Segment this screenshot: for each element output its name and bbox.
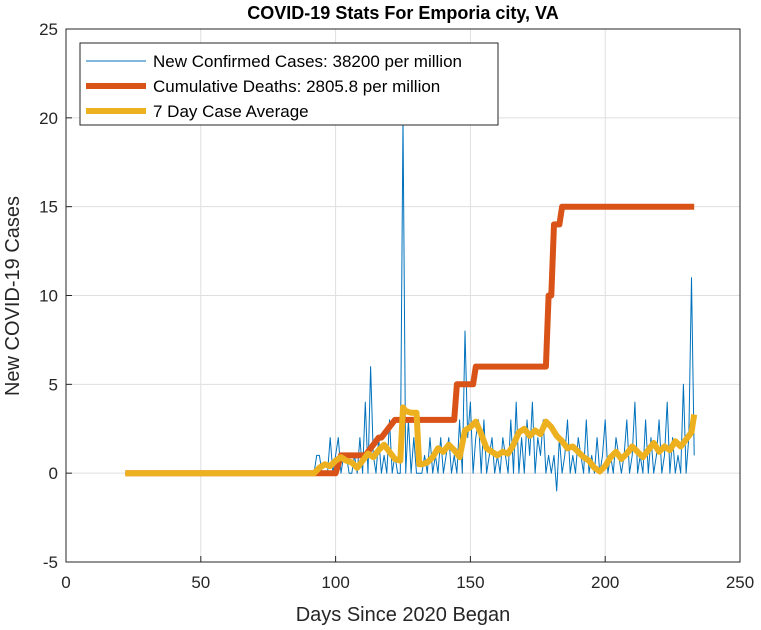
y-tick-label: -5 bbox=[43, 553, 58, 572]
y-tick-label: 15 bbox=[39, 198, 58, 217]
x-tick-label: 0 bbox=[61, 573, 70, 592]
x-tick-label: 250 bbox=[726, 573, 754, 592]
x-axis-ticks: 0 50 100 150 200 250 bbox=[61, 556, 754, 592]
y-tick-label: 0 bbox=[49, 464, 58, 483]
legend: New Confirmed Cases: 38200 per million Cu… bbox=[79, 42, 499, 126]
y-tick-label: 20 bbox=[39, 109, 58, 128]
x-tick-label: 100 bbox=[321, 573, 349, 592]
y-tick-label: 10 bbox=[39, 287, 58, 306]
series-layer bbox=[125, 117, 698, 492]
legend-label-3: 7 Day Case Average bbox=[153, 102, 309, 121]
series-line-1 bbox=[125, 117, 695, 492]
chart-title: COVID-19 Stats For Emporia city, VA bbox=[247, 3, 558, 23]
legend-box bbox=[79, 42, 499, 126]
y-axis-label: New COVID-19 Cases bbox=[2, 196, 24, 396]
legend-label-1: New Confirmed Cases: 38200 per million bbox=[153, 52, 462, 71]
series-line-3 bbox=[125, 404, 698, 477]
x-tick-label: 150 bbox=[456, 573, 484, 592]
x-axis-label: Days Since 2020 Began bbox=[296, 604, 511, 626]
x-tick-label: 200 bbox=[591, 573, 619, 592]
x-tick-label: 50 bbox=[191, 573, 210, 592]
y-tick-label: 25 bbox=[39, 20, 58, 39]
y-tick-label: 5 bbox=[49, 375, 58, 394]
legend-label-2: Cumulative Deaths: 2805.8 per million bbox=[153, 77, 440, 96]
y-axis-ticks: -5 0 5 10 15 20 25 bbox=[39, 20, 72, 572]
